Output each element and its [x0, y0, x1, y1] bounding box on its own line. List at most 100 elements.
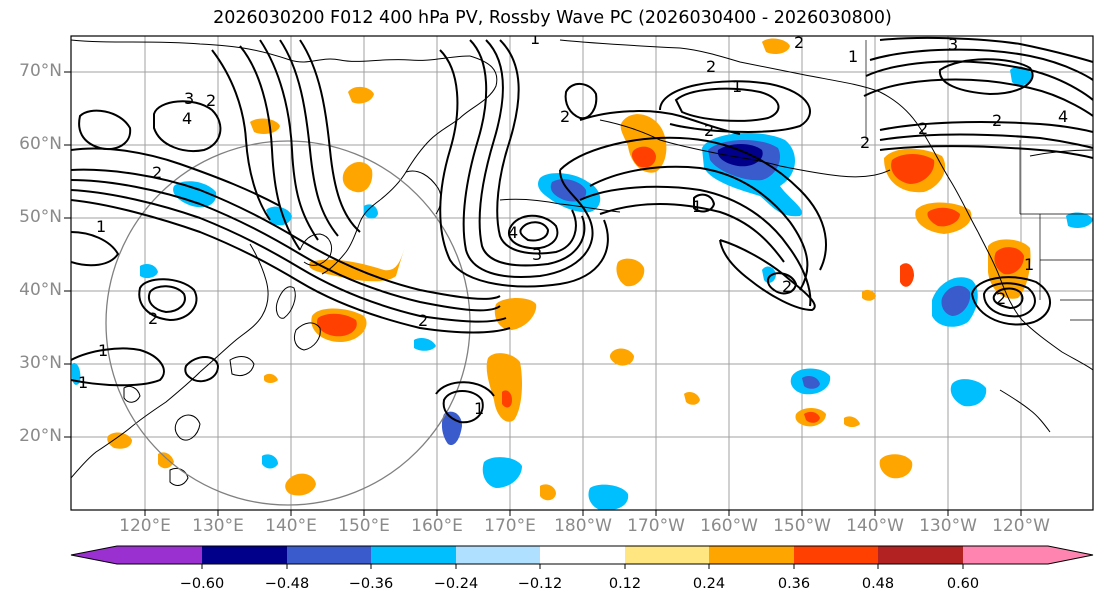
contour-label: 1: [848, 47, 858, 66]
colorbar-tick-label: −0.12: [517, 576, 563, 592]
anomaly-positive: [631, 146, 656, 168]
anomaly-positive: [844, 416, 860, 427]
contour-label: 1: [96, 217, 106, 236]
anomaly-positive: [494, 298, 537, 330]
colorbar-tick-label: −0.24: [433, 576, 479, 592]
anomaly-negative: [482, 457, 522, 488]
anomaly-positive: [994, 247, 1024, 275]
anomaly-negative: [414, 338, 436, 351]
colorbar-segment: [963, 546, 1048, 564]
contour-label: 2: [794, 33, 804, 52]
anomaly-positive: [264, 373, 278, 383]
contour-label: 2: [704, 121, 714, 140]
colorbar-segment: [456, 546, 540, 564]
contour-label: 1: [530, 29, 540, 48]
anomaly-negative: [762, 266, 776, 283]
anomaly-positive: [502, 390, 512, 408]
contour-label: 4: [508, 223, 518, 242]
contour-label: 2: [860, 133, 870, 152]
contour-label: 2: [992, 111, 1002, 130]
contour-labels: 4 3 2 1 2 1 1 2 2 1 2 3 4 2 1 2 1 2 2 1 …: [78, 29, 1068, 418]
anomaly-negative: [72, 362, 81, 385]
colorbar-segment: [878, 546, 963, 564]
contour-label: 1: [692, 197, 702, 216]
anomaly-positive: [486, 353, 522, 422]
contour-label: 2: [418, 311, 428, 330]
range-circle: [105, 140, 471, 506]
contour-label: 1: [732, 77, 742, 96]
lon-label: 150°W: [773, 516, 831, 536]
contour-label: 2: [206, 91, 216, 110]
lat-label: 30°N: [19, 353, 62, 373]
contour-label: 4: [182, 109, 192, 128]
lon-label: 130°W: [919, 516, 977, 536]
anomaly-negative: [802, 376, 820, 389]
contour-label: 1: [1024, 255, 1034, 274]
contour-label: 3: [948, 35, 958, 54]
lon-label: 180°W: [554, 516, 612, 536]
contour-label: 2: [918, 119, 928, 138]
colorbar-tick-label: −0.36: [348, 576, 394, 592]
colorbar-segment: [540, 546, 625, 564]
contour-label: 1: [78, 373, 88, 392]
anomaly-positive: [609, 348, 634, 366]
anomaly-negative: [588, 484, 629, 510]
lat-label: 60°N: [19, 134, 62, 154]
anomaly-negative: [1010, 66, 1032, 86]
colorbar-tick-label: 0.24: [692, 576, 726, 592]
pv-anomaly-fill: [72, 38, 1093, 510]
contour-label: 2: [782, 277, 792, 296]
colorbar-segment: [709, 546, 794, 564]
colorbar-segment: [371, 546, 456, 564]
colorbar-segment: [1048, 546, 1093, 564]
anomaly-positive: [285, 473, 316, 496]
lon-label: 170°E: [484, 516, 536, 536]
anomaly-positive: [762, 38, 790, 54]
anomaly-negative: [717, 144, 763, 167]
colorbar: [70, 545, 1094, 569]
lat-label: 40°N: [19, 280, 62, 300]
contour-label: 2: [996, 289, 1006, 308]
contour-label: 2: [560, 107, 570, 126]
anomaly-negative: [950, 379, 987, 407]
contour-label: 2: [148, 309, 158, 328]
lon-label: 130°E: [192, 516, 244, 536]
anomaly-negative: [140, 264, 158, 279]
anomaly-positive: [316, 313, 357, 337]
anomaly-positive: [684, 392, 700, 405]
lat-label: 20°N: [19, 426, 62, 446]
lon-label: 160°W: [700, 516, 758, 536]
colorbar-segment: [625, 546, 709, 564]
anomaly-positive: [927, 207, 960, 227]
lon-label: 120°E: [119, 516, 171, 536]
lon-label: 120°W: [992, 516, 1050, 536]
anomaly-negative: [173, 181, 217, 208]
anomaly-positive: [616, 258, 645, 287]
colorbar-tick-label: 0.60: [946, 576, 980, 592]
anomaly-positive: [348, 86, 374, 104]
colorbar-tick-label: −0.48: [264, 576, 310, 592]
contour-label: 3: [184, 89, 194, 108]
contour-label: 4: [1058, 107, 1068, 126]
colorbar-segment: [71, 546, 117, 564]
lon-label: 150°E: [338, 516, 390, 536]
map-background: [71, 36, 1093, 510]
pv-contours: [71, 36, 1093, 424]
tick-marks: [64, 71, 1022, 516]
contour-label: 2: [152, 163, 162, 182]
anomaly-positive: [107, 432, 132, 449]
contour-label: 2: [706, 57, 716, 76]
lon-label: 160°E: [411, 516, 463, 536]
anomaly-positive: [250, 118, 280, 134]
anomaly-positive: [879, 454, 913, 479]
colorbar-segment: [202, 546, 287, 564]
anomaly-negative: [941, 285, 971, 316]
anomaly-negative: [1066, 212, 1093, 228]
colorbar-tick-label: 0.48: [861, 576, 895, 592]
colorbar-outline: [70, 545, 1094, 565]
anomaly-positive: [900, 263, 914, 287]
anomaly-positive: [891, 154, 935, 184]
contour-label: 1: [98, 341, 108, 360]
map-frame: [70, 35, 1094, 511]
